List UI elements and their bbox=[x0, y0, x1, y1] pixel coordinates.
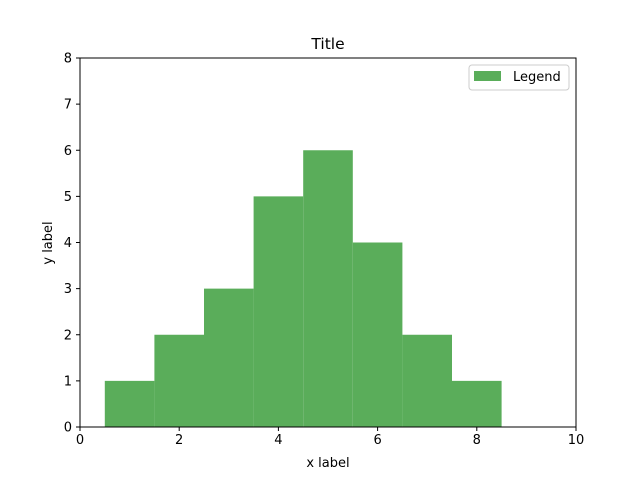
x-tick-label: 0 bbox=[76, 433, 84, 448]
bar-5 bbox=[303, 150, 353, 427]
bar-7 bbox=[402, 334, 452, 427]
bar-4 bbox=[253, 196, 304, 427]
y-tick-label: 3 bbox=[64, 282, 72, 297]
bar-2 bbox=[154, 334, 204, 427]
x-tick-label: 4 bbox=[274, 433, 282, 448]
x-tick-label: 8 bbox=[473, 433, 481, 448]
legend-swatch bbox=[474, 71, 501, 81]
y-tick-label: 7 bbox=[64, 98, 72, 113]
x-axis-ticks: 0 2 4 6 8 10 bbox=[76, 427, 584, 448]
bars-group bbox=[104, 150, 502, 427]
y-tick-label: 5 bbox=[64, 190, 72, 205]
legend-label: Legend bbox=[513, 70, 561, 85]
bar-8 bbox=[452, 380, 502, 427]
y-tick-label: 8 bbox=[64, 52, 72, 67]
y-tick-label: 0 bbox=[64, 421, 72, 436]
bar-3 bbox=[204, 288, 254, 427]
x-tick-label: 2 bbox=[175, 433, 183, 448]
x-axis-label: x label bbox=[306, 456, 349, 471]
bar-6 bbox=[352, 242, 403, 427]
chart-title: Title bbox=[310, 35, 344, 53]
bar-1 bbox=[104, 380, 155, 427]
y-tick-label: 4 bbox=[64, 236, 72, 251]
y-tick-label: 2 bbox=[64, 328, 72, 343]
x-tick-label: 10 bbox=[568, 433, 585, 448]
y-tick-label: 6 bbox=[64, 144, 72, 159]
y-axis-label: y label bbox=[41, 221, 56, 264]
x-tick-label: 6 bbox=[373, 433, 381, 448]
y-axis-ticks: 0 1 2 3 4 5 6 7 8 bbox=[64, 52, 80, 436]
y-tick-label: 1 bbox=[64, 374, 72, 389]
legend: Legend bbox=[468, 64, 570, 91]
